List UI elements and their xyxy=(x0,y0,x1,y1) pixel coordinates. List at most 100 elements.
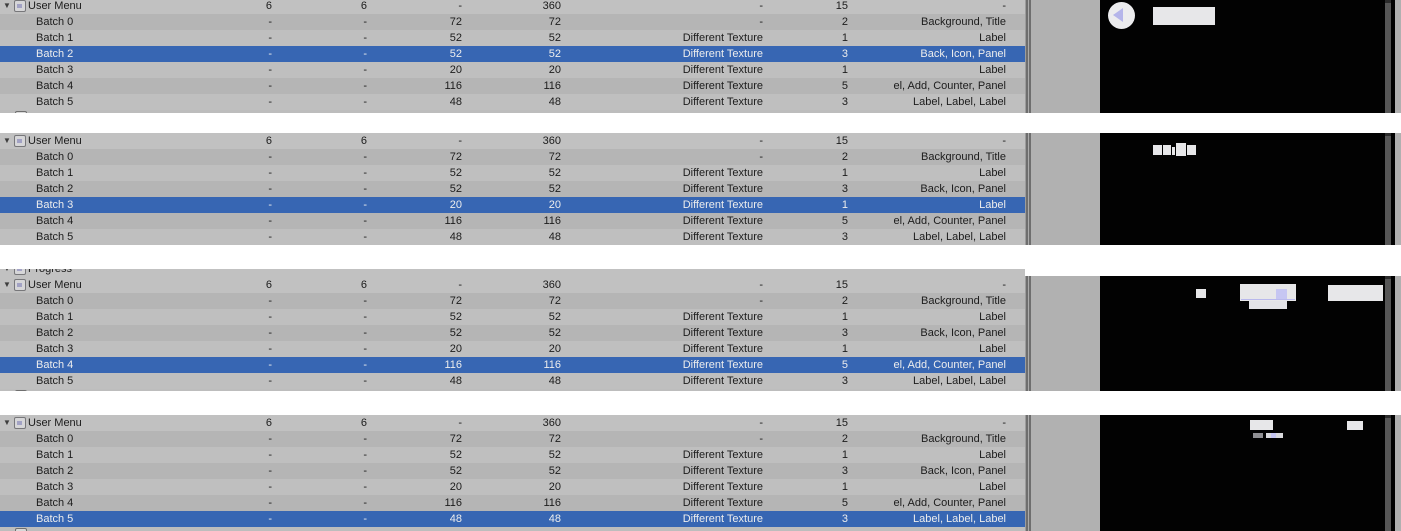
table-row[interactable]: Batch 1 - - 52 52 Different Texture 1 La… xyxy=(0,309,1025,325)
cell-gameobjects: Label, Label, Label xyxy=(913,513,1006,525)
table-row[interactable]: Batch 2 - - 52 52 Different Texture 3 Ba… xyxy=(0,463,1025,479)
table-row[interactable]: Batch 1 - - 52 52 Different Texture 1 La… xyxy=(0,30,1025,46)
cell-self-vertices: 48 xyxy=(449,96,462,108)
element-icon xyxy=(15,390,27,391)
cell-cumulative-vertices: 72 xyxy=(548,295,561,307)
label-glyph-preview xyxy=(1253,433,1263,438)
table-row[interactable]: Batch 3 - - 20 20 Different Texture 1 La… xyxy=(0,479,1025,495)
cell-self-vertices: 72 xyxy=(449,433,462,445)
panel-underline-preview xyxy=(1241,299,1295,300)
cell-self-vertices: 116 xyxy=(444,359,462,371)
pane-splitter[interactable] xyxy=(1025,0,1032,113)
cell-self-batches: - xyxy=(268,215,272,227)
table-row[interactable]: ▼ User Menu 6 6 - 360 - 15 - xyxy=(0,0,1025,14)
cell-self-vertices: - xyxy=(458,279,462,291)
cell-batch-breaking-reason: Different Texture xyxy=(682,449,763,461)
table-row[interactable]: Batch 5 - - 48 48 Different Texture 3 La… xyxy=(0,229,1025,245)
cell-gameobject-count: 3 xyxy=(841,231,848,243)
cell-gameobjects: - xyxy=(1002,279,1006,291)
table-row[interactable]: Batch 5 - - 48 48 Different Texture 3 La… xyxy=(0,94,1025,110)
table-row[interactable]: Batch 3 - - 20 20 Different Texture 1 La… xyxy=(0,197,1025,213)
panel-rect-preview xyxy=(1328,285,1383,301)
cell-self-vertices: 48 xyxy=(449,375,462,387)
foldout-triangle-icon[interactable]: ▼ xyxy=(3,418,11,427)
cell-self-batches: - xyxy=(268,327,272,339)
pane-splitter[interactable] xyxy=(1025,415,1032,531)
canvas-icon xyxy=(14,0,26,12)
table-row[interactable]: Batch 0 - - 72 72 - 2 Background, Title xyxy=(0,293,1025,309)
cell-batch-breaking-reason: Different Texture xyxy=(682,199,763,211)
table-row[interactable]: Batch 3 - - 20 20 Different Texture 1 La… xyxy=(0,341,1025,357)
batch-table: ▼ User Menu 6 6 - 360 - 15 - Batch 0 - -… xyxy=(0,133,1025,245)
cell-gameobject-count: 1 xyxy=(841,449,848,461)
table-row[interactable]: Batch 4 - - 116 116 Different Texture 5 … xyxy=(0,213,1025,229)
table-row[interactable]: Batch 2 - - 52 52 Different Texture 3 Ba… xyxy=(0,325,1025,341)
label-glyph-preview xyxy=(1187,145,1196,155)
cell-gameobjects: Label, Label, Label xyxy=(913,231,1006,243)
row-label: Batch 5 xyxy=(36,96,74,108)
cell-cumulative-batches: - xyxy=(363,295,367,307)
table-row[interactable]: Batch 0 - - 72 72 - 2 Background, Title xyxy=(0,14,1025,30)
batch-preview-canvas xyxy=(1100,415,1395,531)
cell-self-vertices: 20 xyxy=(449,64,462,76)
cell-cumulative-vertices: 20 xyxy=(548,481,561,493)
window-edge-strip xyxy=(1395,0,1401,113)
element-icon xyxy=(14,269,26,275)
pane-splitter[interactable] xyxy=(1025,276,1032,391)
table-row[interactable]: ▼ User Menu 6 6 - 360 - 15 - xyxy=(0,277,1025,293)
table-row[interactable]: Batch 4 - - 116 116 Different Texture 5 … xyxy=(0,78,1025,94)
cell-batch-breaking-reason: - xyxy=(759,16,763,28)
table-row[interactable]: ▼ User Menu 6 6 - 360 - 15 - xyxy=(0,415,1025,431)
cell-gameobject-count: 1 xyxy=(841,481,848,493)
table-row[interactable]: Batch 1 - - 52 52 Different Texture 1 La… xyxy=(0,447,1025,463)
strip-batch3-selected: ▼ User Menu 6 6 - 360 - 15 - Batch 0 - -… xyxy=(0,133,1401,245)
cell-batch-breaking-reason: Different Texture xyxy=(682,311,763,323)
row-label: Batch 0 xyxy=(36,16,74,28)
row-label: Progress xyxy=(28,269,73,275)
table-row[interactable]: Batch 3 - - 20 20 Different Texture 1 La… xyxy=(0,62,1025,78)
foldout-triangle-icon[interactable]: ▼ xyxy=(3,1,11,10)
cell-self-vertices: 52 xyxy=(449,183,462,195)
cell-self-batches: - xyxy=(268,16,272,28)
table-row[interactable]: ▼ User Menu 6 6 - 360 - 15 - xyxy=(0,133,1025,149)
table-row[interactable]: Batch 0 - - 72 72 - 2 Background, Title xyxy=(0,431,1025,447)
cell-batch-breaking-reason: Different Texture xyxy=(682,481,763,493)
window-edge-strip xyxy=(1395,276,1401,391)
cell-gameobject-count: 2 xyxy=(841,16,848,28)
table-row[interactable]: Batch 4 - - 116 116 Different Texture 5 … xyxy=(0,495,1025,511)
preview-margin-panel xyxy=(1032,276,1100,391)
preview-scrollbar[interactable] xyxy=(1385,415,1391,531)
table-row[interactable]: Batch 4 - - 116 116 Different Texture 5 … xyxy=(0,357,1025,373)
cell-gameobject-count: 5 xyxy=(841,80,848,92)
table-row[interactable]: Batch 2 - - 52 52 Different Texture 3 Ba… xyxy=(0,46,1025,62)
label-glyph-preview xyxy=(1172,147,1175,155)
preview-scrollbar[interactable] xyxy=(1385,276,1391,391)
panel-rect-preview xyxy=(1240,284,1296,301)
table-row[interactable]: Batch 2 - - 52 52 Different Texture 3 Ba… xyxy=(0,181,1025,197)
foldout-triangle-icon[interactable]: ▼ xyxy=(3,280,11,289)
cell-self-vertices: 52 xyxy=(449,327,462,339)
table-row[interactable]: Batch 0 - - 72 72 - 2 Background, Title xyxy=(0,149,1025,165)
cell-cumulative-vertices: 48 xyxy=(548,96,561,108)
row-label: Batch 5 xyxy=(36,231,74,243)
preview-scrollbar[interactable] xyxy=(1385,0,1391,113)
table-row[interactable]: Batch 5 - - 48 48 Different Texture 3 La… xyxy=(0,373,1025,389)
cell-gameobjects: Background, Title xyxy=(921,433,1006,445)
label-glyph-preview xyxy=(1347,421,1363,430)
cell-batch-breaking-reason: Different Texture xyxy=(682,48,763,60)
pane-splitter[interactable] xyxy=(1025,133,1032,245)
cell-cumulative-vertices: 52 xyxy=(548,183,561,195)
table-row[interactable]: Batch 5 - - 48 48 Different Texture 3 La… xyxy=(0,511,1025,527)
cell-cumulative-batches: 6 xyxy=(360,279,367,291)
batch-table: ▼ Progress ▼ User Menu 6 6 - 360 - 15 - … xyxy=(0,269,1025,391)
preview-scrollbar[interactable] xyxy=(1385,133,1391,245)
preview-margin-panel xyxy=(1032,0,1100,113)
table-row[interactable]: Batch 1 - - 52 52 Different Texture 1 La… xyxy=(0,165,1025,181)
batch-table: ▼ User Menu 6 6 - 360 - 15 - Batch 0 - -… xyxy=(0,0,1025,113)
cell-self-vertices: 20 xyxy=(449,481,462,493)
foldout-triangle-icon[interactable]: ▼ xyxy=(3,136,11,145)
cell-gameobject-count: 5 xyxy=(841,359,848,371)
panel-rect-preview xyxy=(1153,7,1215,25)
cell-batch-breaking-reason: Different Texture xyxy=(682,231,763,243)
cell-cumulative-vertices: 72 xyxy=(548,151,561,163)
